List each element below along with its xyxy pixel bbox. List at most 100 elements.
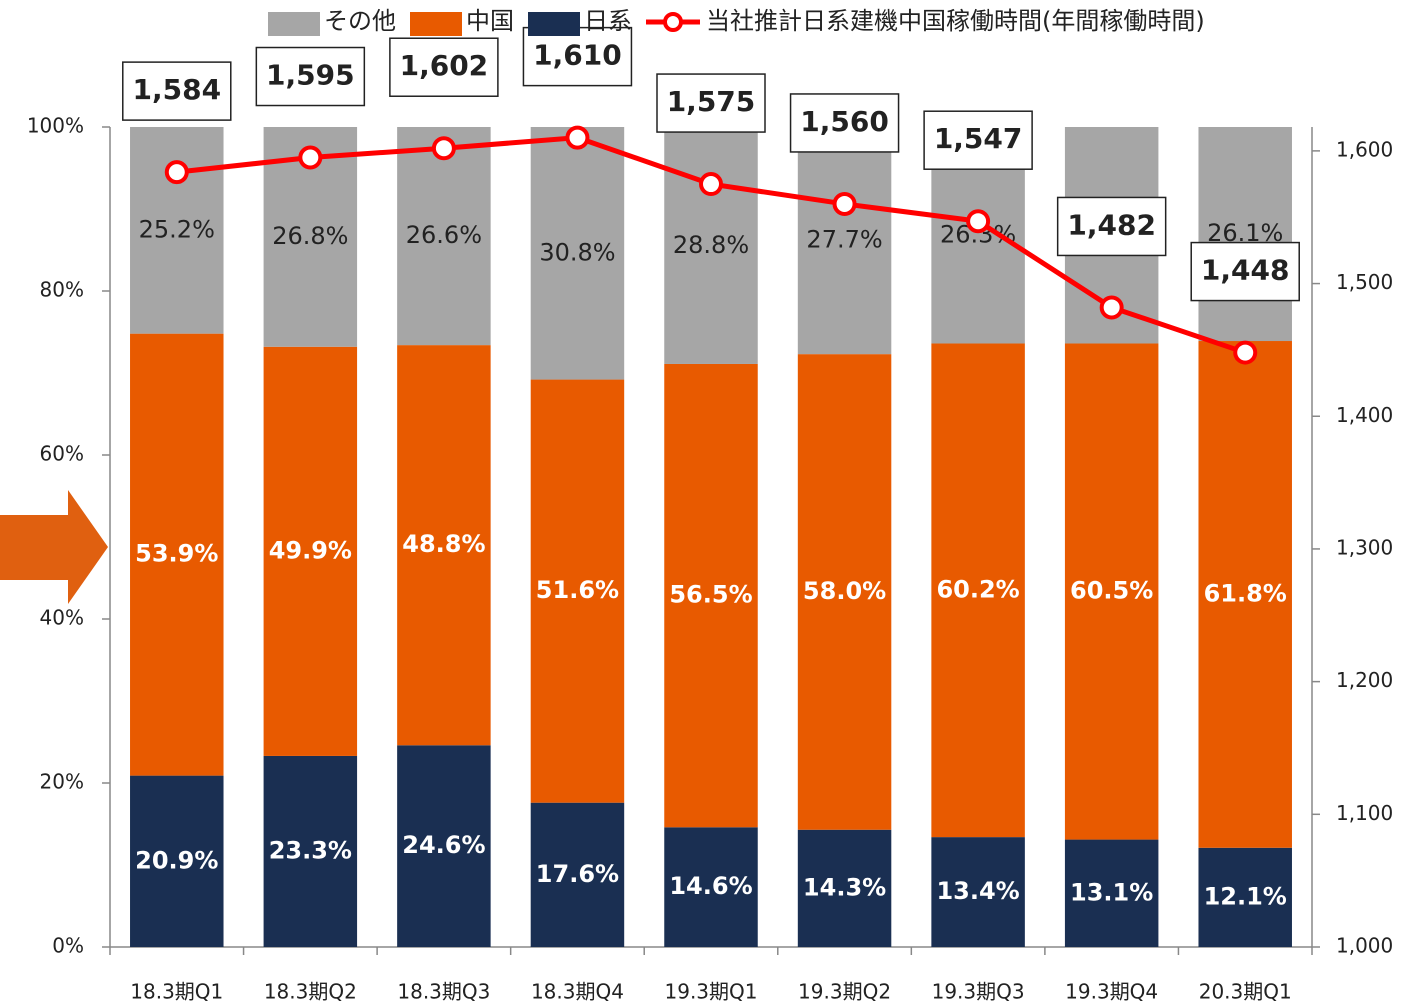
data-label: 53.9% (135, 540, 218, 568)
bar-segment (263, 755, 358, 947)
data-label: 51.6% (536, 576, 619, 604)
bar-segment (530, 127, 625, 380)
value-box (1056, 196, 1167, 257)
data-label: 23.3% (269, 836, 352, 864)
y-tick-label: 0% (52, 934, 84, 958)
line-label: 1,595 (266, 59, 355, 92)
data-label: 25.2% (139, 215, 215, 243)
data-label: 58.0% (803, 577, 886, 605)
bar-segment (530, 379, 625, 803)
line-label: 1,610 (533, 39, 622, 72)
bar-segment (263, 346, 358, 756)
data-label: 56.5% (669, 581, 752, 609)
y2-tick-label: 1,600 (1336, 137, 1393, 161)
y2-tick-label: 1,000 (1336, 934, 1393, 958)
data-label: 13.1% (1070, 878, 1153, 906)
bar-segment (664, 363, 758, 828)
value-box (255, 46, 366, 107)
value-box (789, 93, 900, 153)
line-marker (431, 136, 456, 161)
value-box (923, 110, 1033, 170)
line-label: 1,584 (132, 73, 221, 106)
legend-label: 中国 (466, 7, 514, 35)
legend-swatch (268, 12, 320, 36)
y-tick-label: 40% (40, 606, 84, 630)
line-label: 1,547 (934, 122, 1023, 155)
bar-segment (931, 343, 1025, 838)
bar-segment (1198, 847, 1292, 947)
line-marker (1099, 295, 1124, 320)
line-label: 1,560 (800, 105, 889, 138)
bar-segment (797, 127, 892, 355)
y2-tick-label: 1,400 (1336, 403, 1393, 427)
bar-segment (1064, 343, 1159, 840)
x-tick-label: 20.3期Q1 (1199, 980, 1292, 1004)
data-label: 24.6% (402, 831, 485, 859)
y2-tick-label: 1,100 (1336, 801, 1393, 825)
bar-segment (130, 333, 224, 776)
legend-swatch (528, 12, 580, 36)
bar-segment (397, 345, 491, 746)
x-tick-label: 19.3期Q4 (1065, 980, 1158, 1004)
legend-marker (663, 12, 683, 32)
bar-segment (664, 127, 758, 364)
line-marker (1233, 340, 1258, 365)
y2-tick-label: 1,200 (1336, 668, 1393, 692)
x-tick-label: 18.3期Q2 (264, 980, 357, 1004)
bar-segment (1198, 127, 1292, 342)
data-label: 48.8% (402, 530, 485, 558)
bar-segment (797, 354, 892, 830)
bar-segment (130, 775, 224, 947)
arrow (0, 490, 108, 604)
line-marker (565, 125, 590, 150)
data-label: 27.7% (806, 226, 882, 254)
x-tick-label: 18.3期Q1 (130, 980, 223, 1004)
line-marker (832, 191, 857, 216)
x-tick-label: 19.3期Q3 (932, 980, 1025, 1004)
line-marker (966, 209, 991, 234)
value-box (656, 73, 766, 133)
data-label: 26.6% (406, 221, 482, 249)
line-marker (298, 145, 323, 170)
data-label: 12.1% (1204, 882, 1287, 910)
y2-tick-label: 1,500 (1336, 270, 1393, 294)
legend-label: 当社推計日系建機中国稼働時間(年間稼働時間) (706, 7, 1205, 35)
bar-segment (797, 829, 892, 947)
value-box (1190, 241, 1300, 302)
data-label: 60.5% (1070, 577, 1153, 605)
y-tick-label: 60% (40, 442, 84, 466)
value-box (122, 61, 232, 121)
bar-segment (397, 127, 491, 346)
line-label: 1,575 (667, 85, 756, 118)
bar-segment (397, 745, 491, 947)
data-label: 30.8% (539, 238, 615, 266)
value-box (389, 37, 499, 97)
legend-label: 日系 (584, 7, 632, 35)
data-label: 61.8% (1204, 579, 1287, 607)
data-label: 20.9% (135, 846, 218, 874)
legend-label: その他 (324, 7, 396, 35)
data-label: 17.6% (536, 860, 619, 888)
y-tick-label: 20% (40, 770, 84, 794)
line-label: 1,602 (400, 49, 489, 82)
x-tick-label: 19.3期Q1 (665, 980, 758, 1004)
line-marker (699, 172, 723, 197)
data-label: 14.6% (669, 872, 752, 900)
x-tick-label: 19.3期Q2 (798, 980, 891, 1004)
bar-segment (1198, 341, 1292, 848)
data-label: 60.2% (936, 575, 1019, 603)
legend-swatch (410, 12, 462, 36)
data-label: 26.8% (272, 222, 348, 250)
data-label: 13.4% (936, 877, 1019, 905)
y2-tick-label: 1,300 (1336, 535, 1393, 559)
x-tick-label: 18.3期Q4 (531, 980, 624, 1004)
data-label: 28.8% (673, 231, 749, 259)
data-label: 14.3% (803, 873, 886, 901)
x-tick-label: 18.3期Q3 (397, 980, 490, 1004)
bar-segment (530, 802, 625, 947)
line-label: 1,482 (1067, 208, 1156, 241)
line-label: 1,448 (1201, 254, 1290, 287)
bar-segment (664, 827, 758, 947)
line-marker (164, 160, 189, 185)
